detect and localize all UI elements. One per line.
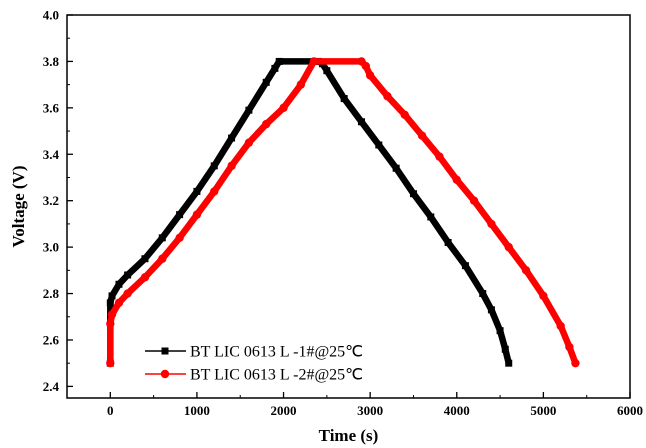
data-point	[521, 266, 531, 275]
data-point	[383, 92, 392, 101]
data-point	[108, 292, 116, 300]
y-axis-title: Voltage (V)	[9, 166, 28, 248]
data-point	[106, 358, 115, 368]
legend: BT LIC 0613 L -1#@25℃ BT LIC 0613 L -2#@2…	[145, 344, 363, 384]
data-point	[279, 103, 288, 113]
legend-label: BT LIC 0613 L -1#@25℃	[190, 344, 363, 361]
series-line	[107, 58, 512, 367]
y-tick-label: 3.0	[43, 240, 59, 255]
y-tick-label: 2.6	[43, 332, 60, 347]
data-point	[501, 345, 509, 353]
data-point	[365, 71, 375, 80]
x-tick-label: 5000	[530, 403, 556, 418]
data-point	[123, 289, 132, 298]
data-point	[106, 299, 114, 307]
data-point	[427, 213, 435, 221]
x-tick-label: 4000	[444, 403, 470, 418]
data-point	[409, 190, 417, 198]
series-2	[106, 57, 580, 368]
data-point	[487, 219, 496, 229]
data-point	[504, 242, 513, 252]
data-point	[309, 57, 319, 66]
x-tick-label: 3000	[357, 403, 383, 418]
y-tick-label: 3.4	[43, 147, 60, 162]
x-axis: 0 1000 2000 3000 4000 5000 6000	[66, 392, 643, 418]
data-point	[228, 134, 236, 142]
data-point	[479, 290, 487, 298]
legend-item: BT LIC 0613 L -2#@25℃	[145, 367, 363, 384]
data-point	[175, 233, 184, 243]
data-point	[452, 175, 461, 185]
data-point	[461, 262, 469, 270]
data-point	[375, 141, 383, 149]
x-tick-label: 6000	[617, 403, 643, 418]
data-point	[227, 161, 236, 171]
data-point	[124, 271, 132, 279]
data-point	[193, 187, 201, 195]
data-point	[571, 358, 580, 368]
x-axis-title: Time (s)	[319, 426, 379, 445]
y-tick-label: 3.2	[43, 193, 59, 208]
data-point	[496, 327, 504, 335]
data-point	[115, 280, 123, 288]
legend-item: BT LIC 0613 L -1#@25℃	[145, 344, 363, 361]
data-point	[140, 273, 150, 282]
y-tick-label: 3.8	[43, 54, 60, 69]
legend-label: BT LIC 0613 L -2#@25℃	[190, 367, 363, 384]
data-point	[469, 196, 479, 205]
data-point	[435, 152, 444, 161]
y-tick-label: 4.0	[43, 8, 59, 23]
x-tick-label: 1000	[184, 403, 210, 418]
x-tick-label: 0	[107, 403, 114, 418]
data-point	[158, 254, 167, 263]
series-layer	[106, 57, 580, 368]
data-point	[158, 234, 166, 242]
y-axis: 2.4 2.6 2.8 3.0 3.2 3.4 3.6 3.8 4.0	[43, 8, 73, 394]
data-point	[361, 61, 371, 71]
data-point	[245, 106, 253, 114]
data-point	[262, 119, 271, 129]
data-point	[107, 310, 117, 319]
legend-swatch-marker	[161, 347, 169, 355]
data-point	[340, 95, 348, 103]
data-point	[192, 210, 202, 219]
data-point	[271, 64, 279, 72]
y-tick-label: 3.6	[43, 100, 60, 115]
data-point	[392, 164, 400, 172]
data-point	[565, 342, 574, 352]
data-point	[275, 57, 283, 65]
data-point	[357, 118, 365, 126]
legend-swatch-marker	[160, 369, 170, 379]
data-point	[444, 238, 452, 246]
data-point	[210, 162, 218, 170]
data-point	[176, 211, 184, 219]
data-point	[210, 187, 219, 196]
data-point	[114, 298, 124, 308]
data-point	[400, 110, 409, 120]
data-point	[262, 78, 270, 86]
data-point	[323, 67, 331, 75]
series-1	[106, 57, 513, 367]
data-point	[539, 291, 548, 301]
data-point	[487, 306, 495, 314]
data-point	[505, 359, 513, 367]
data-point	[296, 80, 306, 89]
series-line	[107, 58, 579, 367]
data-point	[106, 319, 115, 328]
y-tick-label: 2.8	[43, 286, 60, 301]
data-point	[141, 255, 149, 263]
data-point	[556, 321, 565, 331]
data-point	[244, 138, 254, 147]
y-tick-label: 2.4	[43, 379, 60, 394]
plot-frame	[66, 14, 631, 399]
data-point	[417, 131, 427, 140]
x-tick-label: 2000	[271, 403, 297, 418]
